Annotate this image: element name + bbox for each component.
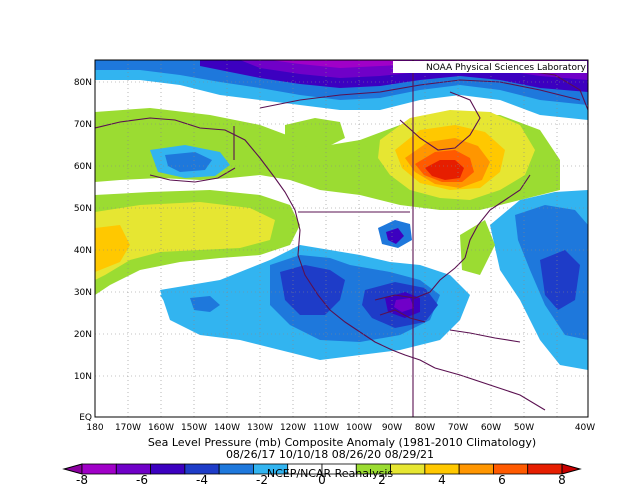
lon-label: 140W xyxy=(214,423,240,433)
coast-yucatan xyxy=(379,309,426,323)
lon-label: 40W xyxy=(575,423,595,433)
lon-label: 170W xyxy=(115,423,141,433)
colorbar-tick-label: 6 xyxy=(498,473,506,487)
map-dates: 08/26/17 10/10/18 08/26/20 08/29/21 xyxy=(226,448,434,461)
coast-arctic xyxy=(259,79,581,109)
lat-label: 10N xyxy=(74,372,92,382)
colorbar-max-arrow xyxy=(561,463,582,475)
lon-label: 90W xyxy=(382,423,402,433)
colorbar-tick-label: -6 xyxy=(136,473,148,487)
credit-box xyxy=(393,61,587,73)
lon-label: 180 xyxy=(86,423,103,433)
lon-label: 70W xyxy=(448,423,468,433)
coast-alaska xyxy=(95,117,296,211)
coast-westus xyxy=(294,209,361,333)
colorbar-tick-label: -4 xyxy=(196,473,208,487)
coast-gulf xyxy=(374,257,466,301)
neg-atlantic-inner xyxy=(540,250,580,310)
colorbar-tick-label: -8 xyxy=(76,473,88,487)
green-northcentral xyxy=(285,118,345,148)
lat-label: 70N xyxy=(74,120,92,130)
lat-label: 80N xyxy=(74,78,92,88)
yellow-west xyxy=(95,202,275,280)
colorbar-tick-label: 8 xyxy=(558,473,566,487)
colorbar-swatch xyxy=(218,463,254,475)
colorbar xyxy=(62,463,582,475)
lat-label: 50N xyxy=(74,204,92,214)
lat-label: EQ xyxy=(79,413,92,423)
lon-label: 50W xyxy=(514,423,534,433)
lat-label: 60N xyxy=(74,162,92,172)
coast-eastus xyxy=(464,174,531,259)
plot-frame xyxy=(94,59,589,418)
colorbar-tick-label: 2 xyxy=(378,473,386,487)
lat-label: 20N xyxy=(74,330,92,340)
lat-labels: 80N 70N 60N 50N 40N 30N 20N 10N EQ xyxy=(74,78,92,423)
colorbar-swatch xyxy=(390,463,426,475)
neg-tropics-inner xyxy=(280,265,345,315)
colorbar-tick-label: -2 xyxy=(256,473,268,487)
colorbar-swatch xyxy=(458,463,494,475)
lon-label: 150W xyxy=(181,423,207,433)
colorbar-labels: -8 -6 -4 -2 0 2 4 6 8 xyxy=(76,473,566,487)
coast-southamerica xyxy=(434,367,546,411)
lat-label: 30N xyxy=(74,288,92,298)
coast-hudson xyxy=(399,91,481,151)
credit-text: NOAA Physical Sciences Laboratory xyxy=(426,63,587,73)
colorbar-swatch xyxy=(527,463,563,475)
coastlines xyxy=(95,60,588,417)
lon-labels: 180 170W 160W 150W 140W 130W 120W 110W 1… xyxy=(86,423,595,433)
lon-label: 80W xyxy=(415,423,435,433)
lon-label: 160W xyxy=(148,423,174,433)
lon-label: 110W xyxy=(313,423,339,433)
lat-label: 40N xyxy=(74,246,92,256)
source-text: NCEP/NCAR Reanalysis xyxy=(267,467,393,480)
map-title: Sea Level Pressure (mb) Composite Anomal… xyxy=(148,436,536,449)
colorbar-tick-label: 0 xyxy=(318,473,326,487)
neg-aleutian-core xyxy=(165,152,212,172)
lon-label: 120W xyxy=(280,423,306,433)
coast-aleutians xyxy=(149,167,236,183)
colorbar-swatch xyxy=(150,463,186,475)
neg-pacific-west-core xyxy=(190,296,220,312)
orange-west xyxy=(95,225,130,272)
lon-label: 130W xyxy=(247,423,273,433)
neg-greatlakes-core xyxy=(386,228,404,244)
red-canada xyxy=(425,160,464,180)
coast-mexico xyxy=(359,331,436,369)
coast-caribbean xyxy=(449,329,521,343)
colorbar-tick-label: 4 xyxy=(438,473,446,487)
neg-gulf-peak xyxy=(394,298,414,312)
pos-eastcoast xyxy=(460,220,495,275)
lon-label: 60W xyxy=(481,423,501,433)
anomaly-shading xyxy=(95,60,588,370)
lon-label: 100W xyxy=(346,423,372,433)
